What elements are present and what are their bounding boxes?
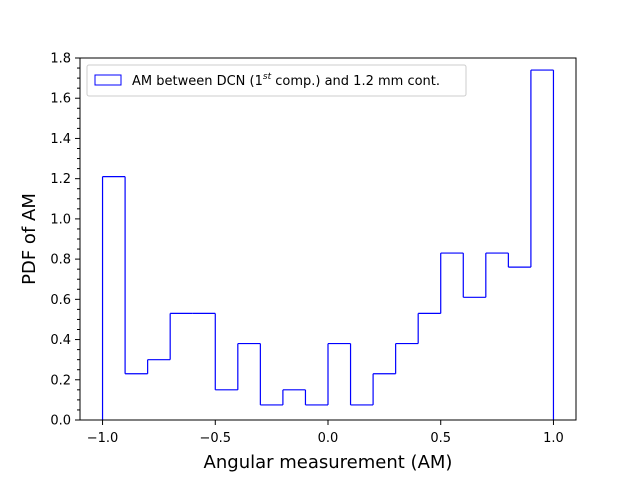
x-tick-label: −1.0 (87, 431, 119, 446)
y-axis-ticks: 0.0 0.2 0.4 0.6 0.8 1.0 1.2 1.4 1.6 1.8 (50, 52, 80, 429)
y-axis-label: PDF of AM (19, 193, 40, 285)
legend-entry: AM between DCN (1st comp.) and 1.2 mm co… (132, 72, 440, 89)
legend-box (86, 64, 467, 97)
x-tick-label: 0.5 (430, 431, 451, 446)
x-axis-ticks: −1.0 −0.5 0.0 0.5 1.0 (87, 420, 564, 446)
histogram-marks (101, 69, 555, 420)
y-tick-label: 1.0 (50, 212, 71, 227)
y-tick-label: 0.2 (50, 373, 71, 388)
y-tick-label: 0.8 (50, 253, 71, 268)
y-tick-label: 0.6 (50, 293, 71, 308)
x-tick-label: 0.0 (318, 431, 339, 446)
legend-entry-prefix: AM between DCN (1 (132, 74, 263, 89)
legend-entry-superscript: st (263, 72, 272, 82)
y-tick-label: 1.2 (50, 172, 71, 187)
y-tick-label: 1.8 (50, 52, 71, 67)
x-axis-label: Angular measurement (AM) (204, 452, 453, 473)
y-tick-label: 0.4 (50, 333, 71, 348)
legend-swatch (94, 74, 122, 86)
y-tick-label: 1.4 (50, 132, 71, 147)
legend-entry-suffix: comp.) and 1.2 mm cont. (271, 74, 440, 89)
x-tick-label: −0.5 (199, 431, 231, 446)
y-tick-label: 0.0 (50, 414, 71, 429)
y-tick-label: 1.6 (50, 92, 71, 107)
legend: AM between DCN (1st comp.) and 1.2 mm co… (86, 64, 467, 97)
x-tick-label: 1.0 (543, 431, 564, 446)
